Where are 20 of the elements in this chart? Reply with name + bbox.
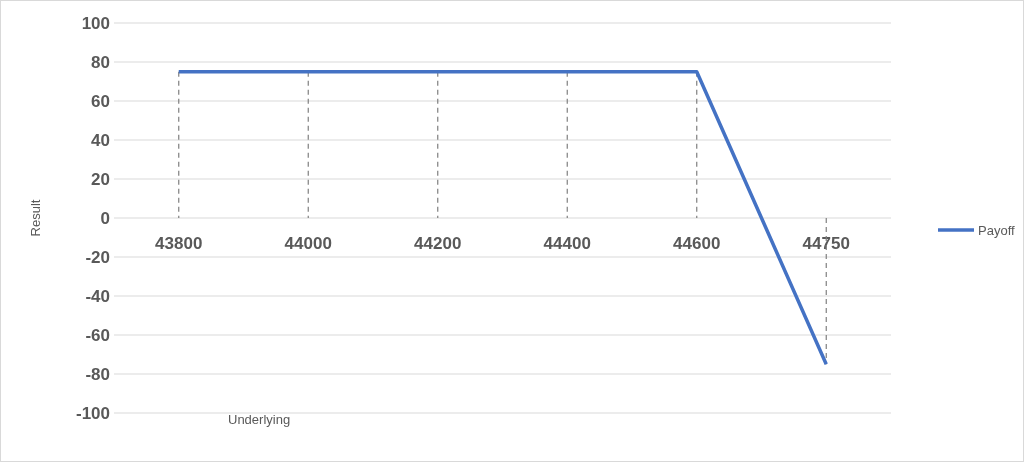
y-axis-title: Result bbox=[28, 199, 43, 237]
y-tick-label: 20 bbox=[91, 169, 110, 189]
y-tick-label: -60 bbox=[85, 325, 110, 345]
x-tick-label: 44400 bbox=[543, 234, 591, 253]
x-axis-title: Underlying bbox=[228, 412, 291, 427]
y-tick-label: 80 bbox=[91, 52, 110, 72]
y-tick-label: 100 bbox=[81, 13, 110, 33]
x-tick-label: 43800 bbox=[155, 234, 203, 253]
x-tick-label: 44200 bbox=[414, 234, 462, 253]
y-tick-label: -80 bbox=[85, 364, 110, 384]
y-tick-label: 0 bbox=[100, 208, 110, 228]
y-tick-label: 40 bbox=[91, 130, 110, 150]
x-tick-label: 44000 bbox=[284, 234, 332, 253]
x-tick-label: 44750 bbox=[802, 234, 850, 253]
y-tick-label: -100 bbox=[75, 403, 110, 423]
legend-label: Payoff bbox=[978, 222, 1016, 238]
y-tick-label: 60 bbox=[91, 91, 110, 111]
y-tick-label: -20 bbox=[85, 247, 110, 267]
x-tick-label: 44600 bbox=[673, 234, 721, 253]
y-tick-label: -40 bbox=[85, 286, 110, 306]
